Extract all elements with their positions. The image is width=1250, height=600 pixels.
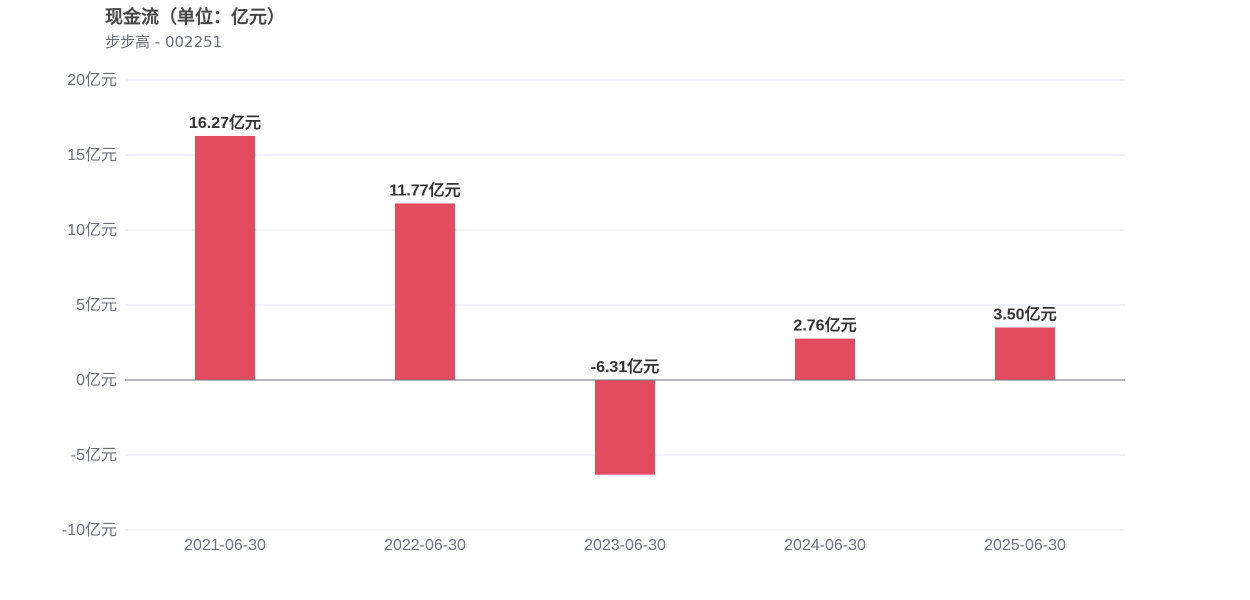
- y-tick-label: 15亿元: [67, 146, 117, 164]
- y-tick-label: -10亿元: [62, 521, 117, 539]
- y-tick-label: 10亿元: [67, 221, 117, 239]
- data-label: -6.31亿元: [591, 357, 659, 376]
- x-tick-label: 2024-06-30: [784, 537, 866, 554]
- y-axis: 20亿元 15亿元 10亿元 5亿元 0亿元 -5亿元 -10亿元: [62, 71, 117, 539]
- y-tick-label: 20亿元: [67, 71, 117, 89]
- data-label: 2.76亿元: [793, 316, 856, 335]
- bar[interactable]: [395, 203, 455, 380]
- y-tick-label: 5亿元: [76, 296, 117, 314]
- y-tick-label: -5亿元: [71, 446, 117, 464]
- bars: [195, 135, 1055, 475]
- data-label: 3.50亿元: [993, 305, 1056, 324]
- bar[interactable]: [195, 135, 255, 380]
- grid-lines: [125, 79, 1125, 531]
- data-label: 11.77亿元: [389, 180, 460, 199]
- bar[interactable]: [995, 327, 1055, 381]
- y-tick-label: 0亿元: [76, 371, 117, 389]
- bar[interactable]: [595, 380, 655, 475]
- x-tick-label: 2025-06-30: [984, 537, 1066, 554]
- bar[interactable]: [795, 338, 855, 380]
- x-tick-label: 2021-06-30: [184, 537, 266, 554]
- chart-subtitle: 步步高 - 002251: [105, 33, 223, 51]
- data-label: 16.27亿元: [189, 113, 261, 132]
- x-tick-label: 2023-06-30: [584, 537, 666, 554]
- chart-title: 现金流（单位：亿元）: [105, 7, 285, 28]
- data-labels: 16.27亿元 11.77亿元 -6.31亿元 2.76亿元 3.50亿元: [189, 113, 1057, 376]
- x-axis: 2021-06-30 2022-06-30 2023-06-30 2024-06-30…: [184, 537, 1066, 554]
- x-tick-label: 2022-06-30: [384, 537, 466, 554]
